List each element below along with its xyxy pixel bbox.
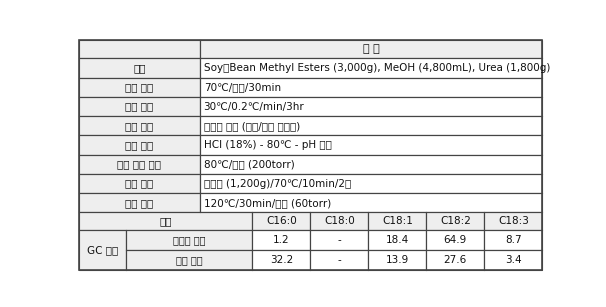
Bar: [200, 193, 542, 212]
Text: 3.4: 3.4: [505, 255, 522, 265]
Bar: [484, 250, 542, 270]
Text: 1.2: 1.2: [273, 235, 290, 245]
Text: C18:0: C18:0: [324, 216, 355, 226]
Bar: [79, 58, 200, 78]
Text: 냉각 공정: 냉각 공정: [125, 102, 153, 111]
Text: C16:0: C16:0: [266, 216, 297, 226]
Bar: [200, 155, 542, 174]
Bar: [200, 174, 542, 193]
Text: 120℃/30min/진공 (60torr): 120℃/30min/진공 (60torr): [204, 198, 331, 208]
Text: 80℃/진공 (200torr): 80℃/진공 (200torr): [204, 159, 295, 169]
Bar: [368, 230, 427, 250]
Bar: [79, 97, 200, 116]
Bar: [253, 230, 310, 250]
Text: 30℃/0.2℃/min/3hr: 30℃/0.2℃/min/3hr: [204, 102, 304, 111]
Text: C18:3: C18:3: [498, 216, 529, 226]
Text: -: -: [338, 235, 341, 245]
Bar: [126, 230, 253, 250]
Bar: [79, 155, 200, 174]
Text: C18:1: C18:1: [382, 216, 413, 226]
Text: 중화 공정: 중화 공정: [125, 140, 153, 150]
Bar: [200, 116, 542, 135]
Bar: [79, 78, 200, 97]
Text: 포화 부분: 포화 부분: [176, 255, 202, 265]
Bar: [427, 230, 484, 250]
Text: 원료: 원료: [133, 63, 145, 73]
Text: 결과: 결과: [159, 216, 172, 226]
Text: 여과 공정: 여과 공정: [125, 121, 153, 131]
Text: 고형분 분리 (요소/포화 지방산): 고형분 분리 (요소/포화 지방산): [204, 121, 300, 131]
Text: 불포화 부분: 불포화 부분: [173, 235, 205, 245]
Text: 18.4: 18.4: [386, 235, 409, 245]
Bar: [310, 230, 368, 250]
Text: 탈수 공정: 탈수 공정: [125, 198, 153, 208]
Bar: [200, 135, 542, 155]
Text: 세정 공정: 세정 공정: [125, 179, 153, 188]
Bar: [484, 230, 542, 250]
Bar: [200, 58, 542, 78]
Bar: [484, 212, 542, 230]
Bar: [368, 212, 427, 230]
Bar: [126, 250, 253, 270]
Text: -: -: [338, 255, 341, 265]
Text: C18:2: C18:2: [440, 216, 471, 226]
Text: 27.6: 27.6: [444, 255, 467, 265]
Bar: [79, 40, 200, 58]
Text: 용제 회수 공정: 용제 회수 공정: [118, 159, 161, 169]
Bar: [310, 250, 368, 270]
Bar: [200, 97, 542, 116]
Text: 공정수 (1,200g)/70℃/10min/2회: 공정수 (1,200g)/70℃/10min/2회: [204, 179, 351, 188]
Bar: [79, 135, 200, 155]
Bar: [79, 193, 200, 212]
Bar: [427, 212, 484, 230]
Text: 13.9: 13.9: [386, 255, 409, 265]
Bar: [310, 212, 368, 230]
Bar: [200, 40, 542, 58]
Bar: [253, 250, 310, 270]
Bar: [79, 174, 200, 193]
Text: Soy・Bean Methyl Esters (3,000g), MeOH (4,800mL), Urea (1,800g): Soy・Bean Methyl Esters (3,000g), MeOH (4…: [204, 63, 550, 73]
Bar: [200, 78, 542, 97]
Text: 8.7: 8.7: [505, 235, 522, 245]
Bar: [368, 250, 427, 270]
Bar: [253, 212, 310, 230]
Bar: [79, 212, 253, 230]
Text: GC 분석: GC 분석: [87, 245, 118, 255]
Text: 64.9: 64.9: [444, 235, 467, 245]
Text: 70℃/상압/30min: 70℃/상압/30min: [204, 82, 281, 92]
Bar: [427, 250, 484, 270]
Bar: [79, 230, 126, 270]
Bar: [79, 116, 200, 135]
Text: HCl (18%) - 80℃ - pH 조절: HCl (18%) - 80℃ - pH 조절: [204, 140, 331, 150]
Text: 조 건: 조 건: [362, 44, 379, 54]
Text: 32.2: 32.2: [270, 255, 293, 265]
Text: 용해 공정: 용해 공정: [125, 82, 153, 92]
